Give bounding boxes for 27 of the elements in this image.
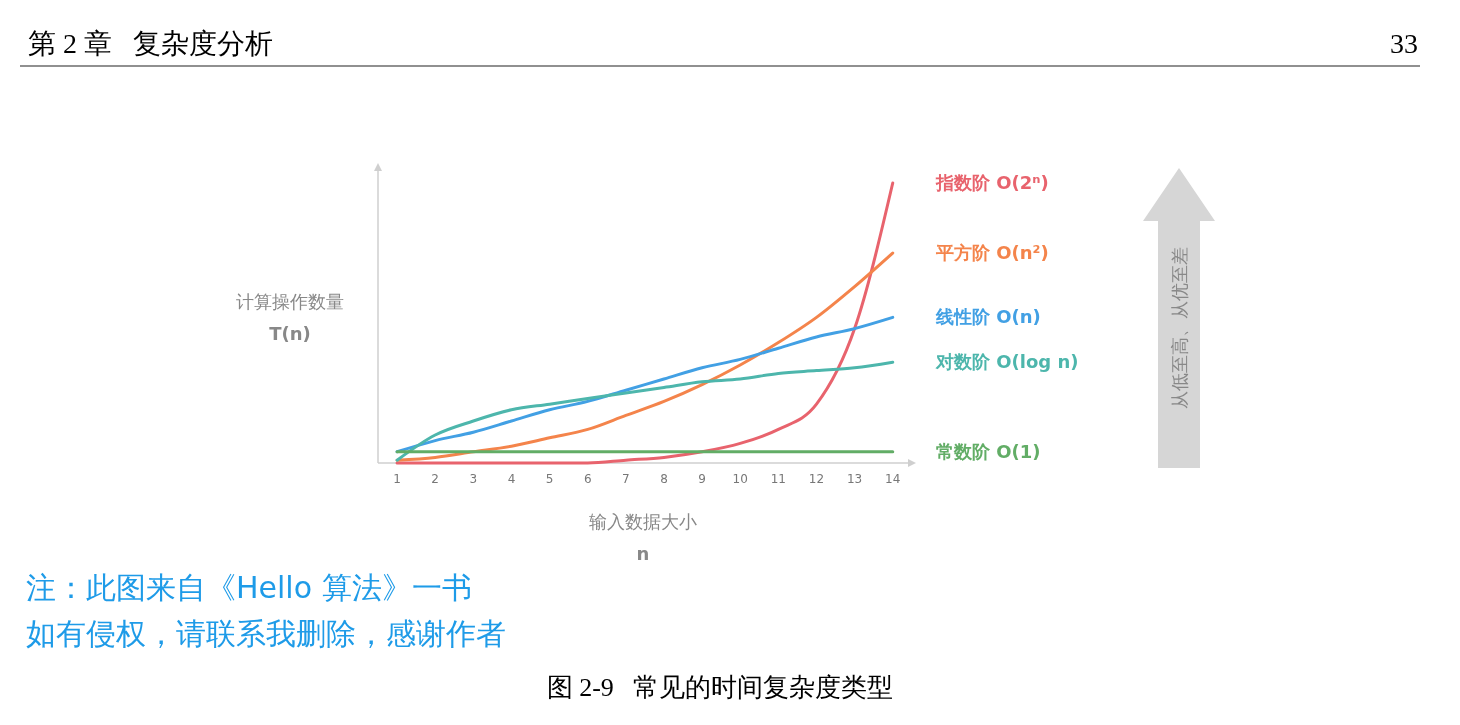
x-tick-label: 12	[808, 472, 825, 486]
x-tick-label: 1	[393, 472, 401, 486]
text: 33	[1390, 28, 1418, 59]
text: 常数阶 O(1)	[936, 440, 1041, 462]
text: 如有侵权，请联系我删除，感谢作者	[26, 616, 506, 651]
x-tick-label: 6	[583, 472, 592, 486]
text: 第 2 章 复杂度分析	[28, 28, 273, 59]
x-axis-title: 输入数据大小 n	[589, 511, 697, 564]
x-tick-label: 14	[885, 472, 901, 486]
x-tick-label: 13	[846, 472, 863, 486]
x-tick-label: 11	[770, 472, 786, 486]
x-tick-label: 2	[431, 472, 440, 486]
x-tick-label: 5	[545, 472, 554, 486]
text: 平方阶 O(n²)	[935, 242, 1049, 263]
text: 从低至高、从优至差	[1169, 247, 1190, 409]
x-tick-label: 7	[622, 472, 630, 486]
caption: 图 2-9 常见的时间复杂度类型	[546, 673, 894, 702]
x-tick-label: 3	[469, 472, 478, 486]
text: 指数阶 O(2ⁿ)	[935, 172, 1049, 193]
text: 注：此图来自《Hello 算法》一书	[26, 570, 472, 605]
text: 线性阶 O(n)	[935, 306, 1041, 328]
x-tick-label: 10	[732, 472, 748, 486]
x-tick-label: 4	[507, 472, 516, 486]
y-axis-title: 计算操作数量 T(n)	[236, 291, 344, 344]
x-tick-label: 9	[698, 472, 706, 486]
text: 对数阶 O(log n)	[935, 351, 1079, 373]
x-tick-label: 8	[660, 472, 668, 486]
